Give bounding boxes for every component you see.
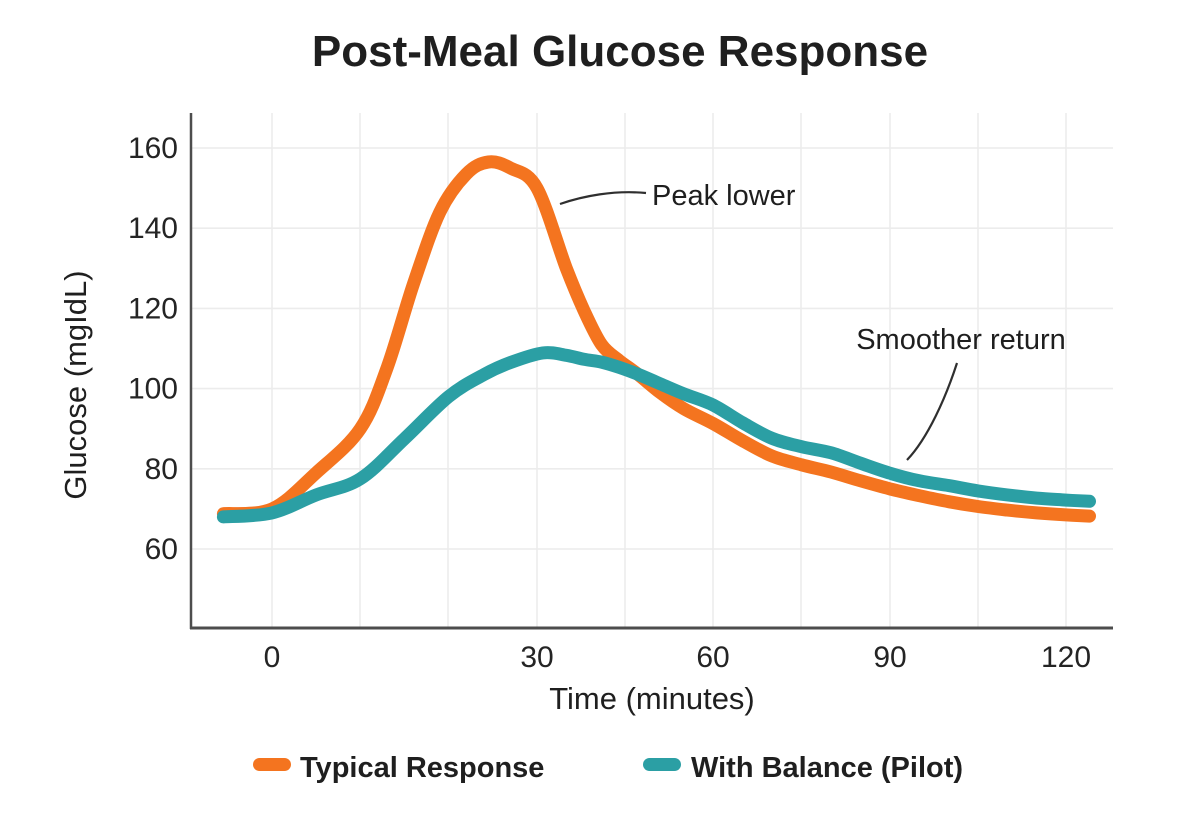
gridlines <box>191 113 1113 627</box>
y-tick-label: 80 <box>145 453 178 486</box>
peak-lower-annotation: Peak lower <box>652 180 796 212</box>
typical-response-legend-label: Typical Response <box>300 752 544 784</box>
y-tick-label: 140 <box>128 212 178 245</box>
y-tick-label: 160 <box>128 132 178 165</box>
legend: Typical Response With Balance (Pilot) <box>253 752 963 784</box>
x-tick-labels: 0 30 60 90 120 <box>264 641 1091 674</box>
x-tick-label: 90 <box>873 641 906 674</box>
x-tick-label: 120 <box>1041 641 1091 674</box>
typical-response-legend-swatch <box>253 758 291 771</box>
with-balance-legend-swatch <box>643 758 681 771</box>
y-tick-label: 120 <box>128 292 178 325</box>
x-tick-label: 60 <box>696 641 729 674</box>
chart-title: Post-Meal Glucose Response <box>312 27 928 76</box>
smoother-return-leader-line <box>906 362 959 461</box>
smoother-return-annotation: Smoother return <box>856 324 1066 356</box>
y-tick-labels: 160 140 120 100 80 60 <box>128 132 178 566</box>
y-axis-label: Glucose (mgIdL) <box>58 270 93 499</box>
peak-lower-leader-line <box>559 191 647 206</box>
x-axis-label: Time (minutes) <box>549 681 755 716</box>
x-tick-label: 0 <box>264 641 281 674</box>
with-balance-line <box>216 346 1096 524</box>
x-tick-label: 30 <box>520 641 553 674</box>
y-tick-label: 60 <box>145 533 178 566</box>
with-balance-legend-label: With Balance (Pilot) <box>691 752 963 784</box>
y-tick-label: 100 <box>128 373 178 406</box>
